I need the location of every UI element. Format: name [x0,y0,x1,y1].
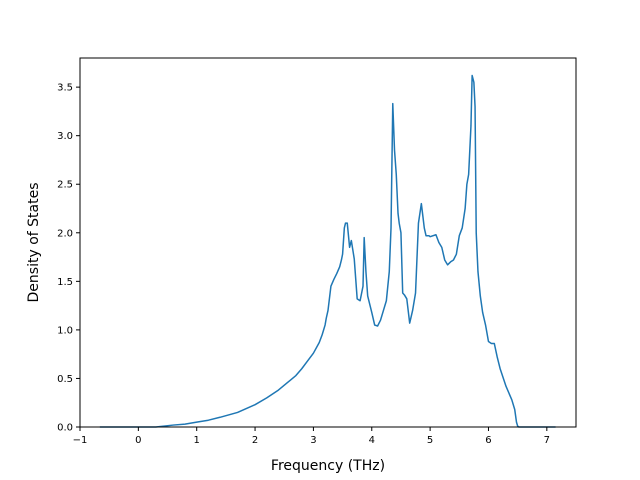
y-tick-label: 0.0 [57,423,73,434]
x-tick-label: 4 [369,435,375,446]
y-axis-ticks: 0.0 0.5 1.0 1.5 2.0 2.5 3.0 3.5 [57,83,80,434]
x-tick-label: 5 [427,435,433,446]
plot-area [99,74,556,428]
x-tick-label: 2 [252,435,258,446]
x-tick-label: 7 [544,435,550,446]
y-tick-label: 1.5 [57,277,73,288]
y-tick-label: 0.5 [57,374,73,385]
x-axis-ticks: −1 0 1 2 3 4 5 6 7 [73,427,550,446]
y-axis-label: Density of States [26,183,42,303]
y-tick-label: 1.0 [57,325,73,336]
plot-frame [79,57,577,428]
x-axis-label: Frequency (THz) [271,458,385,474]
dos-series-line-0 [99,74,556,428]
x-tick-label: −1 [73,435,88,446]
y-tick-label: 3.5 [57,83,73,94]
x-tick-label: 3 [310,435,316,446]
y-tick-label: 3.0 [57,131,73,142]
x-tick-label: 6 [485,435,491,446]
x-tick-label: 1 [194,435,200,446]
y-tick-label: 2.0 [57,228,73,239]
x-tick-label: 0 [135,435,141,446]
y-tick-label: 2.5 [57,180,73,191]
